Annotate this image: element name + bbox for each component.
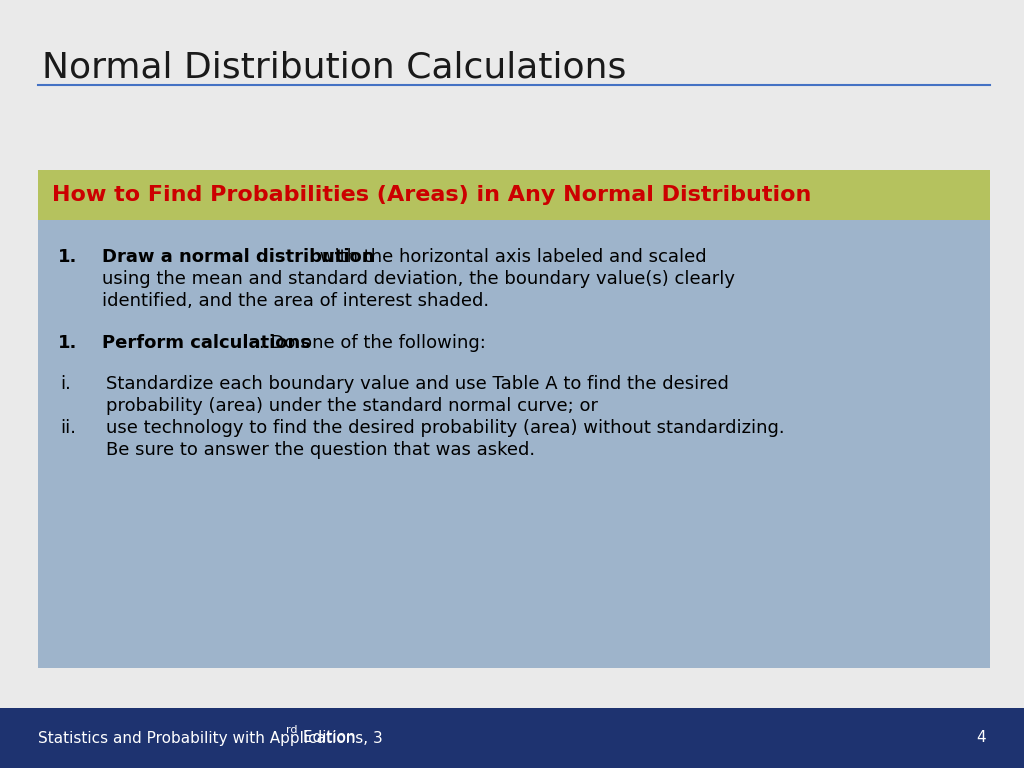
Text: with the horizontal axis labeled and scaled: with the horizontal axis labeled and sca…	[314, 248, 707, 266]
Bar	[38, 220, 990, 668]
Text: rd: rd	[286, 725, 298, 735]
Text: Perform calculations: Perform calculations	[102, 333, 311, 352]
Text: 4: 4	[976, 730, 986, 746]
Bar	[0, 708, 1024, 768]
Text: How to Find Probabilities (Areas) in Any Normal Distribution: How to Find Probabilities (Areas) in Any…	[52, 185, 811, 205]
Text: 1.: 1.	[58, 333, 78, 352]
Text: Be sure to answer the question that was asked.: Be sure to answer the question that was …	[106, 441, 536, 459]
Text: use technology to find the desired probability (area) without standardizing.: use technology to find the desired proba…	[106, 419, 784, 437]
Text: Draw a normal distribution: Draw a normal distribution	[102, 248, 375, 266]
Text: i.: i.	[60, 376, 71, 393]
Text: ii.: ii.	[60, 419, 76, 437]
Text: 1.: 1.	[58, 248, 78, 266]
Text: probability (area) under the standard normal curve; or: probability (area) under the standard no…	[106, 397, 598, 415]
Text: Edition: Edition	[298, 730, 355, 746]
Bar	[38, 170, 990, 220]
Text: Normal Distribution Calculations: Normal Distribution Calculations	[42, 50, 627, 84]
Text: Statistics and Probability with Applications, 3: Statistics and Probability with Applicat…	[38, 730, 383, 746]
Text: Standardize each boundary value and use Table A to find the desired: Standardize each boundary value and use …	[106, 376, 729, 393]
Text: identified, and the area of interest shaded.: identified, and the area of interest sha…	[102, 292, 489, 310]
Text: . Do one of the following:: . Do one of the following:	[259, 333, 485, 352]
Text: using the mean and standard deviation, the boundary value(s) clearly: using the mean and standard deviation, t…	[102, 270, 735, 288]
